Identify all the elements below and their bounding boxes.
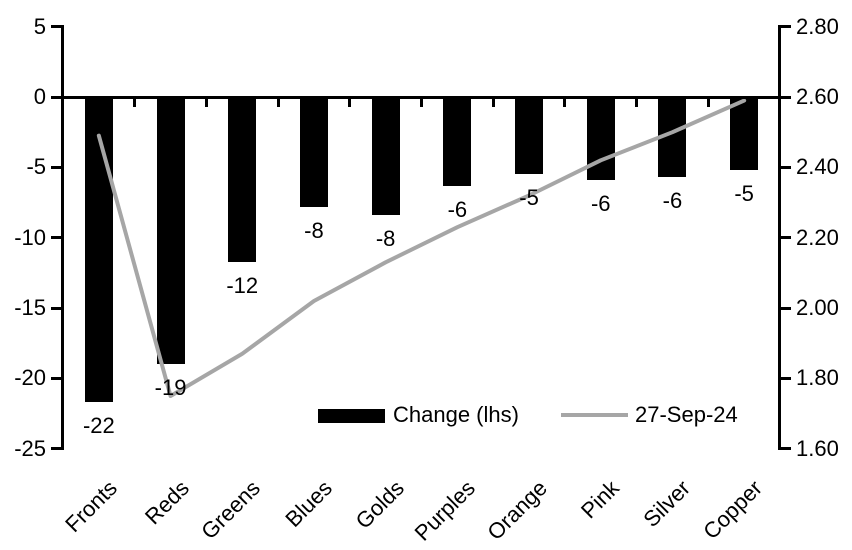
bar	[515, 97, 544, 175]
bar-data-label: -8	[304, 217, 324, 243]
right-axis-tick	[781, 447, 791, 451]
left-axis-tick	[51, 376, 61, 380]
bar	[228, 97, 257, 262]
category-boundary-tick	[563, 97, 567, 107]
right-axis-tick	[781, 306, 791, 310]
category-boundary-tick	[420, 97, 423, 107]
right-axis-tick	[781, 376, 791, 380]
category-boundary-tick	[491, 97, 495, 107]
legend-label-change-lhs: Change (lhs)	[393, 402, 519, 427]
right-axis-tick-label: 2.40	[796, 154, 839, 180]
category-boundary-tick	[276, 97, 280, 107]
right-axis-tick	[781, 165, 791, 169]
left-axis-tick-label: 5	[33, 13, 46, 39]
right-axis-tick	[781, 25, 791, 29]
bar	[156, 97, 185, 365]
right-axis-line	[778, 25, 781, 451]
category-label-fronts: Fronts	[60, 475, 122, 538]
left-axis-tick-label: -10	[14, 224, 46, 250]
right-axis-tick-label: 2.00	[796, 295, 839, 321]
right-axis-tick	[781, 236, 791, 240]
bar-data-label: -12	[226, 272, 259, 298]
right-axis-tick-label: 2.80	[796, 13, 839, 39]
bar	[371, 97, 400, 216]
left-axis-tick	[51, 447, 61, 451]
category-boundary-tick	[133, 97, 137, 107]
left-axis-tick	[51, 236, 61, 240]
bar	[586, 97, 615, 180]
left-axis-tick	[51, 25, 61, 29]
bar-data-label: -6	[662, 188, 683, 214]
legend-bar-swatch-icon	[318, 409, 385, 423]
bar	[658, 97, 687, 178]
left-axis-tick-label: -25	[14, 435, 46, 461]
category-boundary-tick	[204, 97, 208, 107]
bar	[84, 97, 113, 403]
left-axis-tick-label: 0	[33, 84, 46, 109]
bar-data-label: -6	[590, 191, 611, 216]
left-axis-tick	[51, 306, 61, 310]
line-series-path	[96, 98, 747, 398]
right-axis-tick-label: 2.60	[796, 84, 839, 109]
bar-data-label: -19	[154, 375, 187, 401]
left-axis-line	[61, 25, 64, 451]
right-axis-tick-label: 2.20	[796, 224, 839, 250]
legend-label-27-sep-24: 27-Sep-24	[635, 402, 738, 427]
bar	[443, 97, 472, 186]
bar-data-label: -6	[447, 196, 468, 222]
right-axis-tick-label: 1.60	[796, 435, 839, 461]
bar-data-label: -5	[734, 181, 754, 207]
left-axis-tick-label: -20	[14, 365, 46, 391]
category-boundary-tick	[348, 97, 352, 107]
bar-data-label: -22	[82, 413, 115, 439]
category-boundary-tick	[635, 97, 639, 107]
left-axis-tick-label: -15	[14, 295, 46, 321]
bar-data-label: -5	[519, 185, 539, 211]
bar	[730, 97, 759, 171]
legend-line-swatch-icon	[561, 413, 628, 417]
category-boundary-tick	[706, 97, 710, 107]
left-axis-tick-label: -5	[26, 154, 46, 180]
right-axis-tick-label: 1.80	[796, 365, 839, 391]
bar	[299, 97, 328, 207]
right-axis-tick	[781, 95, 791, 99]
left-axis-tick	[51, 95, 61, 99]
bar-data-label: -8	[375, 226, 396, 252]
left-axis-tick	[51, 165, 61, 169]
